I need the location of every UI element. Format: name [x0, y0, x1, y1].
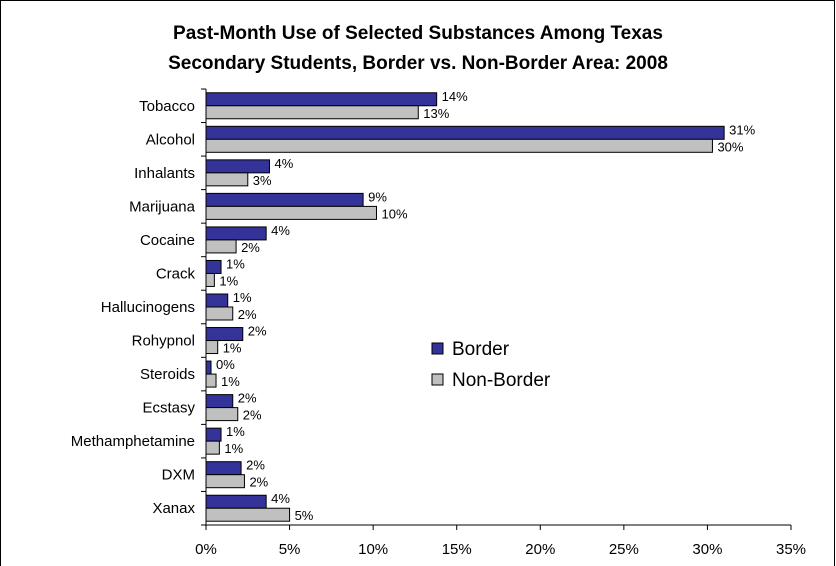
bar-border: [205, 461, 242, 476]
legend-swatch: [431, 373, 444, 386]
bar-border: [205, 192, 364, 207]
data-label: 2%: [248, 324, 267, 339]
data-label: 4%: [275, 156, 294, 171]
data-label: 2%: [243, 408, 262, 423]
data-label: 2%: [241, 240, 260, 255]
bar-non-border: [205, 474, 245, 489]
bar-border: [205, 293, 229, 308]
chart-title-line-2: Secondary Students, Border vs. Non-Borde…: [168, 53, 668, 74]
bar-non-border: [205, 239, 237, 254]
data-label: 2%: [246, 458, 265, 473]
bar-non-border: [205, 205, 377, 220]
data-label: 4%: [271, 223, 290, 238]
data-label: 3%: [253, 173, 272, 188]
data-label: 2%: [249, 475, 268, 490]
legend-label: Non-Border: [452, 370, 551, 391]
category-label: DXM: [162, 467, 195, 484]
category-label: Ecstasy: [142, 400, 195, 417]
bar-border: [205, 494, 267, 509]
x-tick-label: 30%: [692, 541, 722, 558]
bar-non-border: [205, 440, 220, 455]
legend-swatch: [431, 342, 444, 355]
x-tick-label: 15%: [442, 541, 472, 558]
bar-border: [205, 360, 212, 375]
category-label: Crack: [156, 265, 196, 282]
x-tick-label: 5%: [279, 541, 301, 558]
data-label: 2%: [238, 307, 257, 322]
bar-non-border: [205, 105, 419, 120]
plot-area: 0% 5% 10% 15% 20% 25% 30% 35% Tobacco 14% 13% Alcoh…: [71, 88, 806, 558]
data-label: 4%: [271, 491, 290, 506]
x-tick-label: 25%: [609, 541, 639, 558]
category-label: Rohypnol: [132, 333, 195, 350]
legend-label: Border: [452, 339, 510, 360]
data-label: 1%: [224, 441, 243, 456]
bar-non-border: [205, 340, 219, 355]
bar-border: [205, 394, 234, 409]
category-label: Methamphetamine: [71, 433, 195, 450]
bar-non-border: [205, 172, 249, 187]
data-label: 10%: [381, 206, 407, 221]
bar-non-border: [205, 507, 291, 522]
category-label: Alcohol: [146, 131, 195, 148]
data-label: 1%: [221, 374, 240, 389]
category-label: Marijuana: [129, 198, 196, 215]
bar-non-border: [205, 306, 234, 321]
legend: Border Non-Border: [431, 339, 551, 391]
bar-non-border: [205, 373, 217, 388]
x-tick-label: 35%: [776, 541, 806, 558]
bar-non-border: [205, 272, 215, 287]
category-label: Tobacco: [139, 98, 195, 115]
data-label: 1%: [219, 273, 238, 288]
data-label: 30%: [717, 139, 743, 154]
data-label: 2%: [238, 391, 257, 406]
bar-border: [205, 327, 244, 342]
data-label: 0%: [216, 357, 235, 372]
data-label: 1%: [233, 290, 252, 305]
category-label: Hallucinogens: [101, 299, 195, 316]
data-label: 1%: [226, 256, 245, 271]
bar-non-border: [205, 138, 713, 153]
x-tick-label: 10%: [358, 541, 388, 558]
bar-border: [205, 226, 267, 241]
data-label: 5%: [295, 508, 314, 523]
data-label: 1%: [226, 424, 245, 439]
data-label: 1%: [223, 341, 242, 356]
bar-border: [205, 259, 222, 274]
bar-non-border: [205, 407, 239, 422]
data-label: 31%: [729, 122, 755, 137]
category-label: Xanax: [152, 500, 195, 517]
chart-title-line-1: Past-Month Use of Selected Substances Am…: [173, 23, 663, 44]
bar-border: [205, 125, 725, 140]
category-label: Cocaine: [140, 232, 195, 249]
bar-border: [205, 92, 438, 107]
data-label: 13%: [423, 106, 449, 121]
x-tick-label: 20%: [525, 541, 555, 558]
bar-border: [205, 427, 222, 442]
x-tick-label: 0%: [195, 541, 217, 558]
bar-border: [205, 159, 271, 174]
data-label: 14%: [442, 89, 468, 104]
category-label: Steroids: [140, 366, 195, 383]
data-label: 9%: [368, 189, 387, 204]
category-label: Inhalants: [134, 165, 195, 182]
